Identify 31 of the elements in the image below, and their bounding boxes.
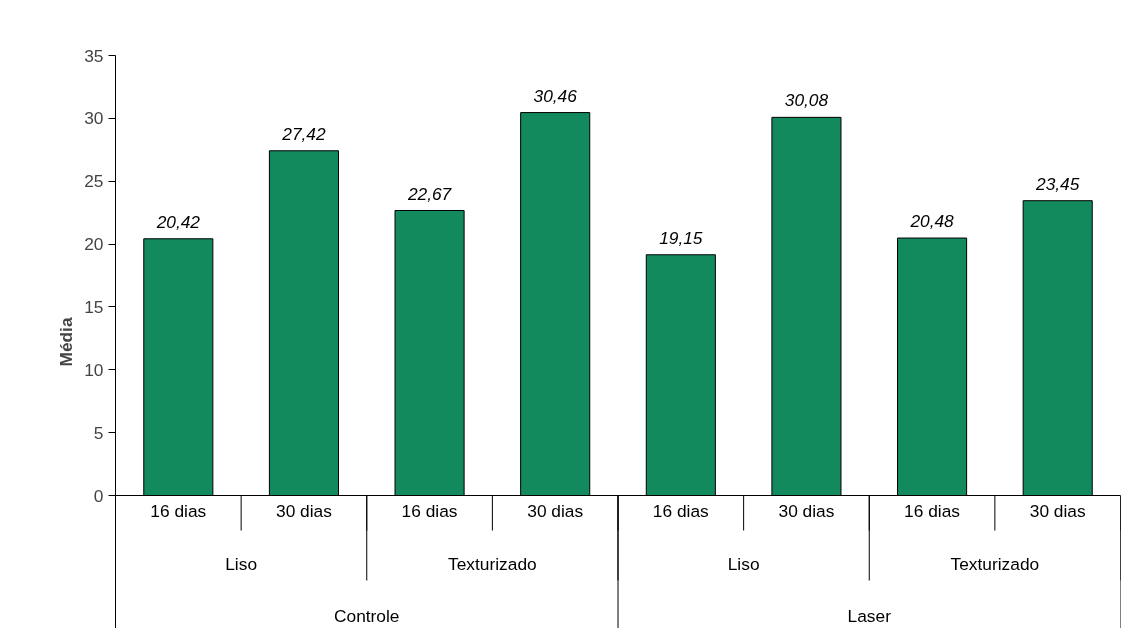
data-label: 20,42 <box>155 211 201 232</box>
y-tick-label: 10 <box>84 359 104 380</box>
data-label: 19,15 <box>659 227 703 248</box>
data-label: 23,45 <box>1035 173 1080 194</box>
y-tick-label: 20 <box>84 234 104 255</box>
data-label: 20,48 <box>909 211 955 232</box>
y-axis-title: Média <box>56 317 77 367</box>
text: Laser <box>847 605 892 626</box>
data-label: 30,46 <box>533 85 578 106</box>
x-tick-label: 30 dias <box>778 500 835 521</box>
x-tick-label: 16 dias <box>652 500 710 521</box>
text: Controle <box>334 605 400 626</box>
y-tick-label: 5 <box>93 422 104 443</box>
data-label: 30,08 <box>784 90 829 111</box>
y-tick-label: 0 <box>93 485 104 506</box>
text: Liso <box>727 553 760 574</box>
data-label: 22,67 <box>406 183 453 204</box>
y-tick-label: 15 <box>84 296 104 317</box>
text: Liso <box>225 553 258 574</box>
text: Texturizado <box>950 553 1040 574</box>
x-tick-label: 16 dias <box>150 500 207 521</box>
y-tick-label: 30 <box>84 108 104 129</box>
x-tick-label: 16 dias <box>904 500 961 521</box>
y-tick-label: 25 <box>84 171 104 192</box>
y-tick-label: 35 <box>84 45 104 66</box>
text: Texturizado <box>448 553 537 574</box>
x-tick-label: 30 dias <box>276 500 333 521</box>
data-label: 27,42 <box>281 123 326 144</box>
x-tick-label: 30 dias <box>1029 500 1086 521</box>
x-tick-label: 16 dias <box>401 500 458 521</box>
x-tick-label: 30 dias <box>527 500 584 521</box>
